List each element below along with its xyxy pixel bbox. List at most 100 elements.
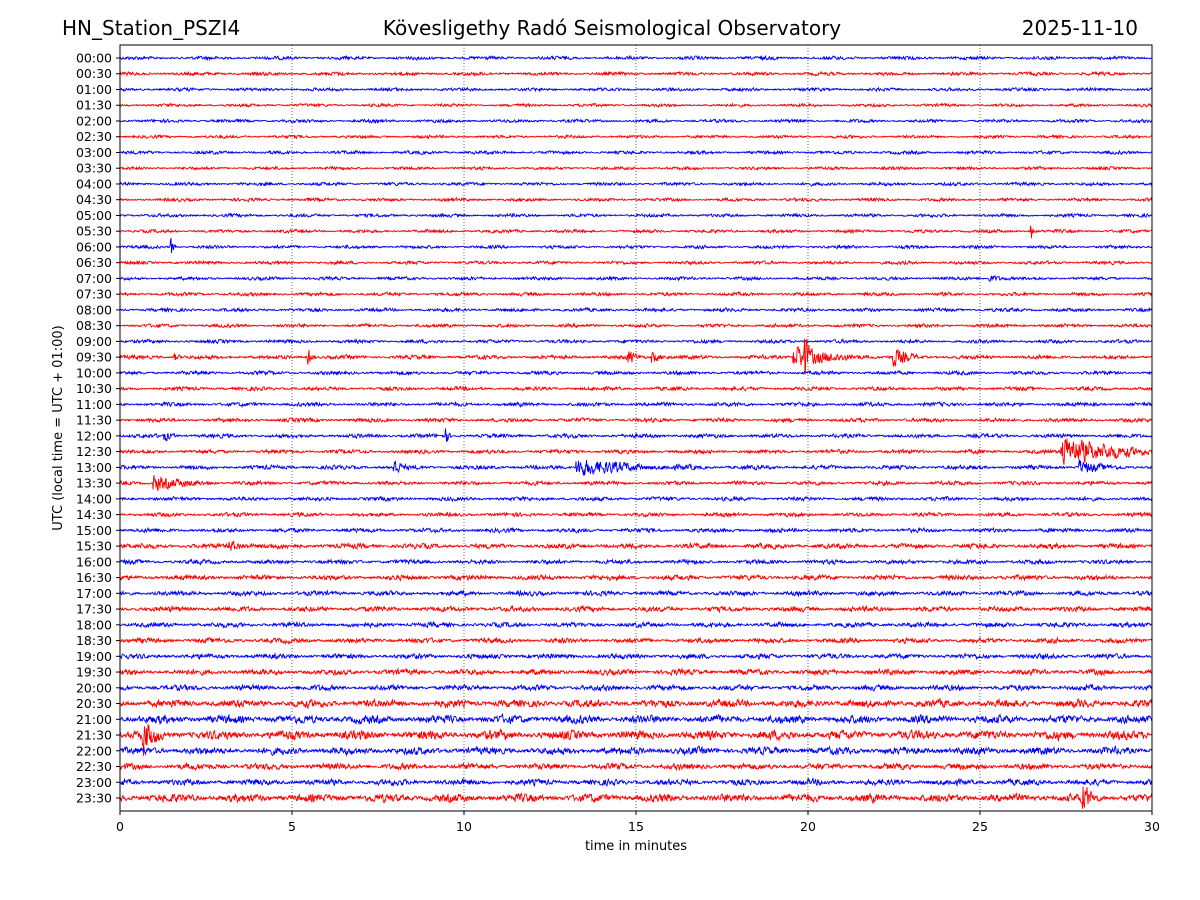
y-tick-label: 20:30 bbox=[76, 696, 112, 711]
trace-0430 bbox=[119, 196, 1153, 203]
trace-2100 bbox=[119, 713, 1153, 726]
trace-1000 bbox=[119, 369, 1153, 377]
y-tick-label: 08:30 bbox=[76, 318, 112, 333]
trace-1900 bbox=[119, 652, 1153, 661]
trace-1600 bbox=[119, 558, 1153, 566]
y-tick-label: 09:30 bbox=[76, 350, 112, 365]
y-tick-label: 10:00 bbox=[76, 365, 112, 380]
y-tick-label: 23:00 bbox=[76, 775, 112, 790]
y-tick-label: 17:30 bbox=[76, 602, 112, 617]
y-tick-label: 12:00 bbox=[76, 428, 112, 443]
y-tick-label: 12:30 bbox=[76, 444, 112, 459]
plot-frame bbox=[119, 44, 1153, 812]
trace-0330 bbox=[119, 165, 1153, 172]
y-tick-label: 15:00 bbox=[76, 523, 112, 538]
y-tick-label: 02:30 bbox=[76, 129, 112, 144]
x-tick-label: 10 bbox=[456, 819, 472, 834]
x-axis: 0 5 10 15 20 25 30 bbox=[116, 811, 1160, 834]
trace-0200 bbox=[119, 118, 1153, 125]
trace-1630 bbox=[119, 573, 1153, 582]
trace-0500 bbox=[119, 212, 1153, 219]
y-tick-label: 11:00 bbox=[76, 397, 112, 412]
y-tick-label: 04:00 bbox=[76, 176, 112, 191]
trace-0900 bbox=[119, 338, 1153, 345]
y-tick-label: 07:00 bbox=[76, 271, 112, 286]
trace-1230 bbox=[119, 438, 1153, 465]
y-tick-label: 05:00 bbox=[76, 208, 112, 223]
y-tick-label: 03:30 bbox=[76, 161, 112, 176]
x-tick-label: 0 bbox=[116, 819, 124, 834]
trace-2330 bbox=[119, 786, 1153, 809]
y-tick-label: 18:30 bbox=[76, 633, 112, 648]
trace-0930 bbox=[119, 338, 1153, 375]
trace-0230 bbox=[119, 133, 1153, 140]
y-tick-label: 21:30 bbox=[76, 728, 112, 743]
trace-0600 bbox=[119, 237, 1153, 254]
y-tick-label: 19:30 bbox=[76, 665, 112, 680]
traces bbox=[119, 54, 1153, 809]
y-tick-label: 06:30 bbox=[76, 255, 112, 270]
trace-1830 bbox=[119, 636, 1153, 645]
x-tick-label: 15 bbox=[628, 819, 644, 834]
y-tick-label: 16:00 bbox=[76, 554, 112, 569]
y-tick-label: 09:00 bbox=[76, 334, 112, 349]
x-tick-label: 5 bbox=[288, 819, 296, 834]
date-title: 2025-11-10 bbox=[1022, 16, 1138, 40]
trace-0300 bbox=[119, 149, 1153, 156]
y-tick-label: 22:00 bbox=[76, 743, 112, 758]
y-tick-label: 18:00 bbox=[76, 617, 112, 632]
station-title: HN_Station_PSZI4 bbox=[62, 16, 240, 40]
y-tick-label: 13:00 bbox=[76, 460, 112, 475]
y-tick-label: 14:30 bbox=[76, 507, 112, 522]
y-tick-label: 11:30 bbox=[76, 413, 112, 428]
trace-0700 bbox=[119, 275, 1153, 283]
trace-0630 bbox=[119, 259, 1153, 266]
trace-1100 bbox=[119, 400, 1153, 408]
y-tick-label: 10:30 bbox=[76, 381, 112, 396]
y-tick-label: 13:30 bbox=[76, 476, 112, 491]
trace-0800 bbox=[119, 306, 1153, 313]
y-tick-label: 01:00 bbox=[76, 82, 112, 97]
y-tick-label: 19:00 bbox=[76, 649, 112, 664]
x-axis-label: time in minutes bbox=[585, 839, 687, 854]
y-axis-label: UTC (local time = UTC + 01:00) bbox=[51, 325, 66, 530]
trace-1200 bbox=[119, 428, 1153, 442]
observatory-title: Kövesligethy Radó Seismological Observat… bbox=[383, 16, 841, 40]
x-tick-label: 30 bbox=[1144, 819, 1160, 834]
trace-0830 bbox=[119, 322, 1153, 329]
y-tick-label: 00:30 bbox=[76, 66, 112, 81]
trace-0100 bbox=[119, 86, 1153, 93]
trace-0130 bbox=[119, 102, 1153, 109]
y-tick-label: 02:00 bbox=[76, 113, 112, 128]
y-tick-label: 16:30 bbox=[76, 570, 112, 585]
y-tick-label: 08:00 bbox=[76, 302, 112, 317]
y-tick-label: 07:30 bbox=[76, 287, 112, 302]
trace-1700 bbox=[119, 589, 1153, 598]
x-tick-label: 25 bbox=[972, 819, 988, 834]
trace-2000 bbox=[119, 683, 1153, 693]
trace-2300 bbox=[119, 777, 1153, 788]
trace-0530 bbox=[119, 225, 1153, 239]
y-tick-label: 21:00 bbox=[76, 712, 112, 727]
trace-0730 bbox=[119, 291, 1153, 298]
trace-1500 bbox=[119, 526, 1153, 534]
y-tick-label: 20:00 bbox=[76, 680, 112, 695]
y-tick-label: 05:30 bbox=[76, 224, 112, 239]
y-tick-label: 04:30 bbox=[76, 192, 112, 207]
trace-1800 bbox=[119, 620, 1153, 630]
y-tick-label: 06:00 bbox=[76, 239, 112, 254]
trace-1330 bbox=[119, 475, 1153, 492]
trace-1530 bbox=[119, 540, 1153, 551]
y-tick-label: 22:30 bbox=[76, 759, 112, 774]
grid-lines bbox=[291, 45, 981, 811]
trace-1430 bbox=[119, 511, 1153, 519]
trace-1930 bbox=[119, 667, 1152, 677]
trace-1130 bbox=[119, 416, 1153, 424]
trace-0400 bbox=[119, 180, 1153, 187]
trace-2230 bbox=[119, 761, 1153, 772]
trace-2030 bbox=[119, 697, 1153, 710]
y-tick-label: 03:00 bbox=[76, 145, 112, 160]
trace-2130 bbox=[119, 723, 1153, 756]
y-tick-label: 00:00 bbox=[76, 51, 112, 66]
